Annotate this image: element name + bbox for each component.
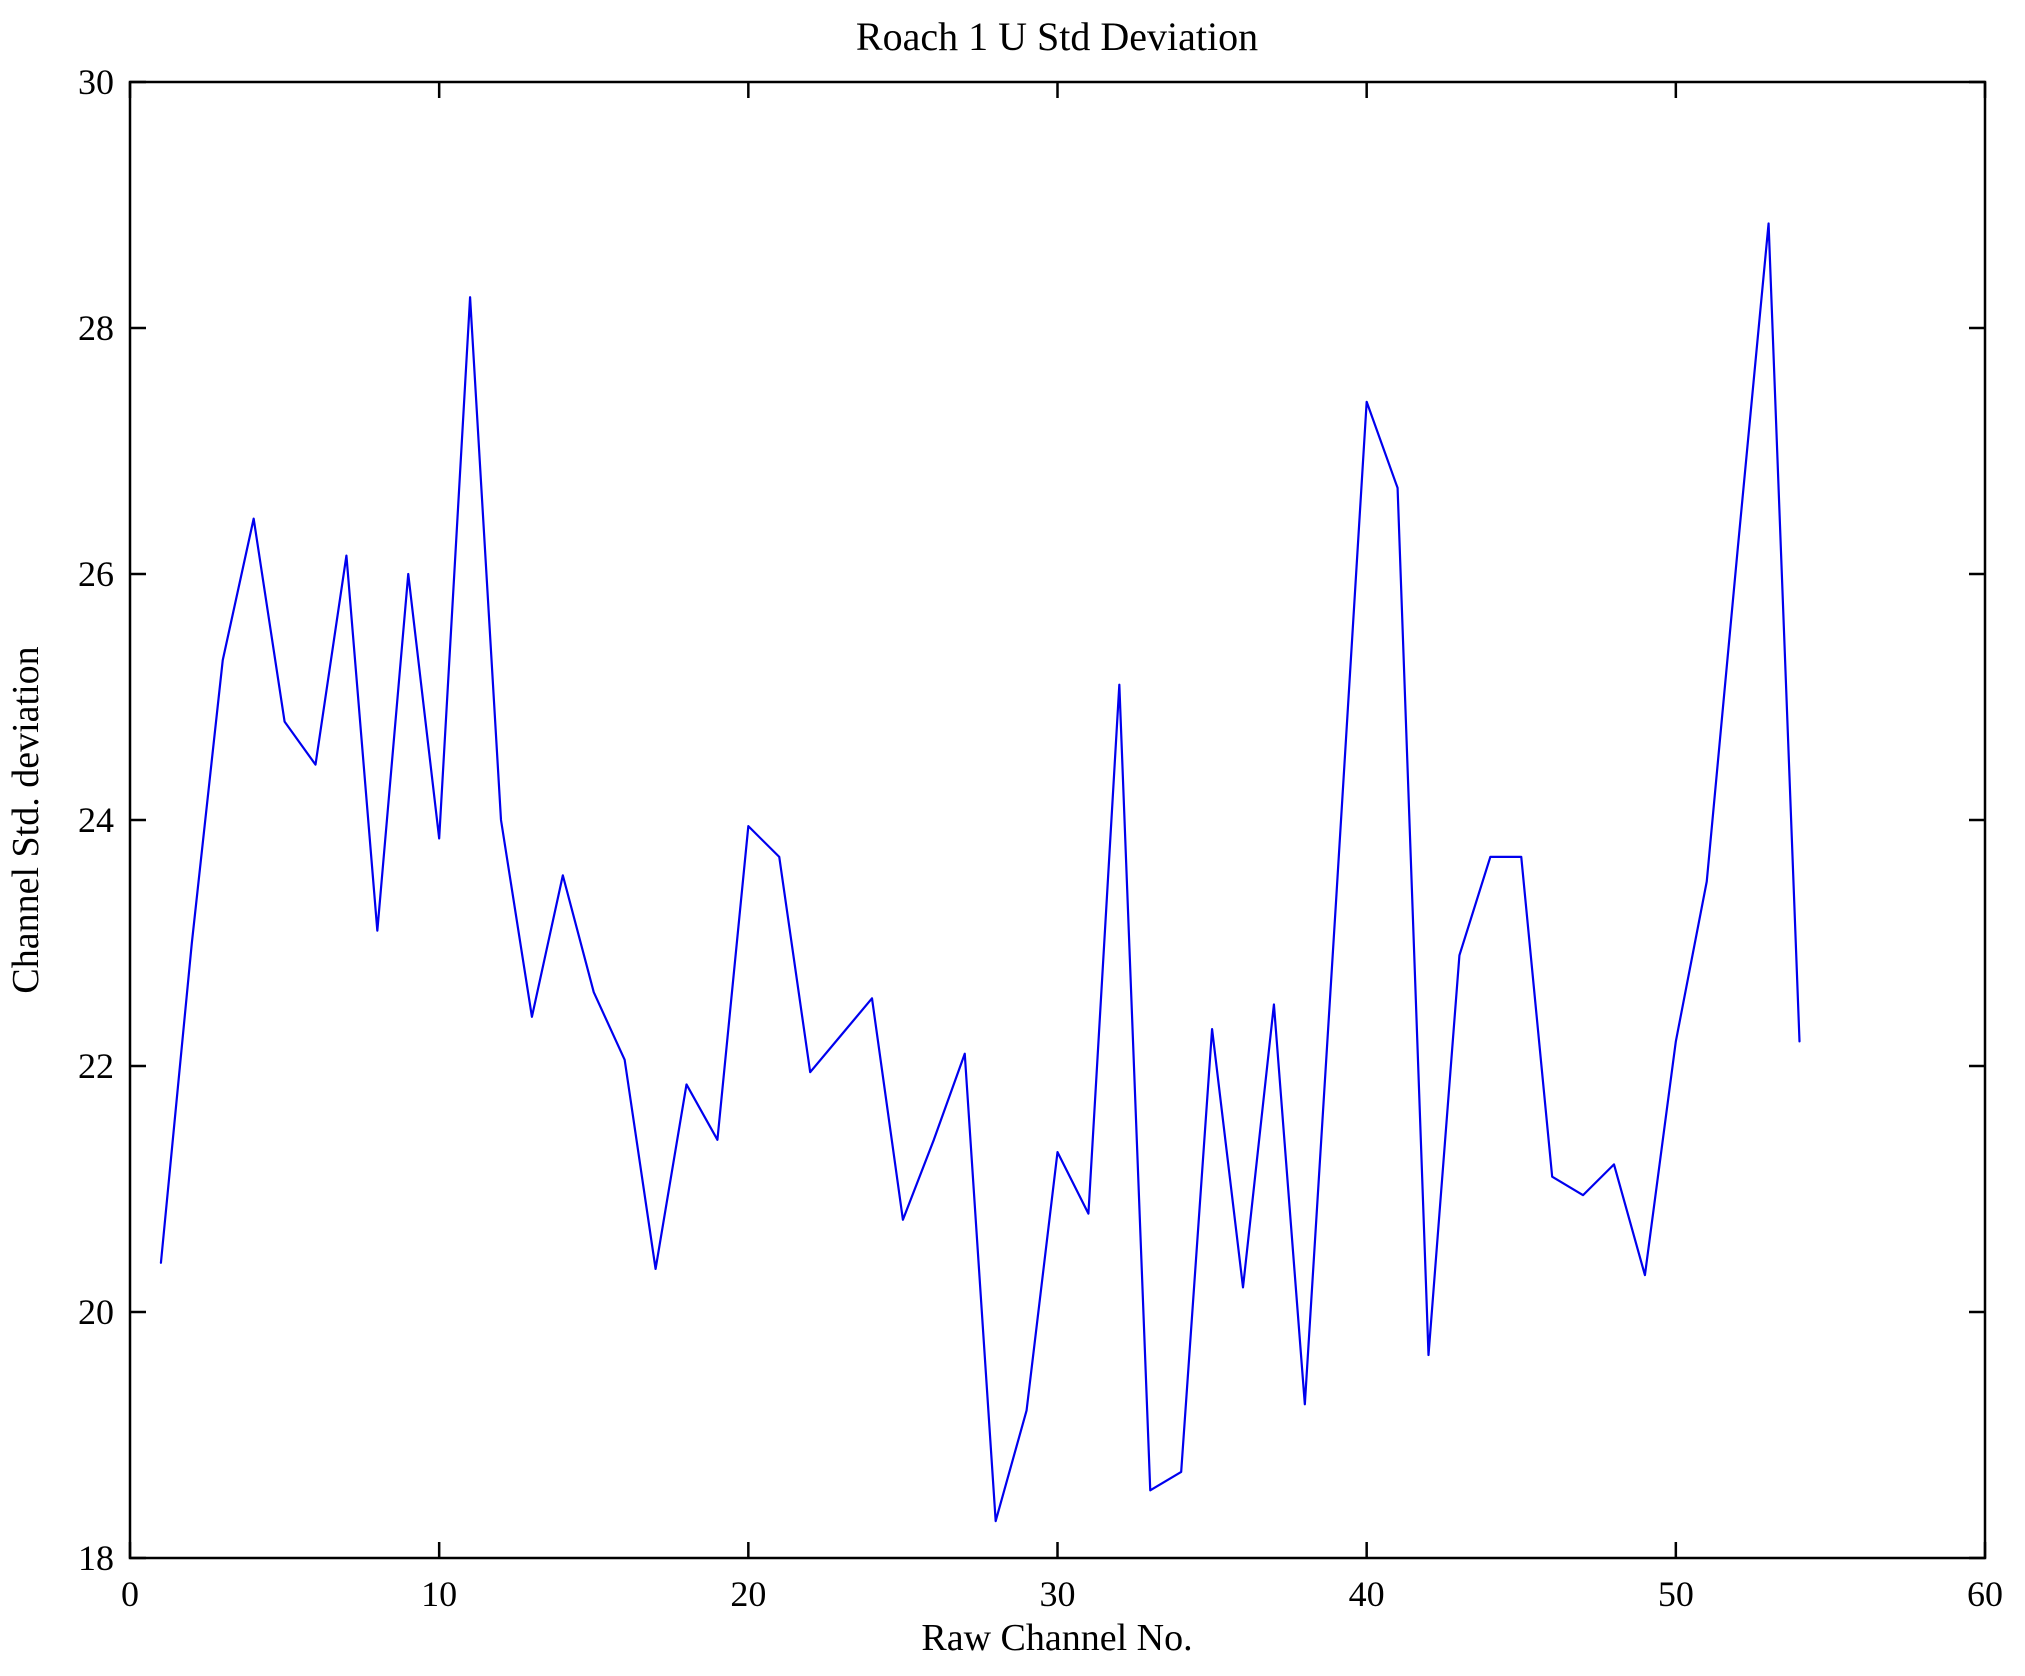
x-tick-label: 10 — [421, 1574, 457, 1614]
y-axis-label: Channel Std. deviation — [5, 646, 47, 993]
y-tick-label: 30 — [78, 62, 114, 102]
axes-box — [128, 80, 1987, 1560]
y-tick-label: 18 — [78, 1538, 114, 1578]
x-tick-label: 60 — [1967, 1574, 2003, 1614]
x-tick-label: 50 — [1658, 1574, 1694, 1614]
plot-area: 0 10 20 30 40 50 60 18 20 22 24 26 28 30 — [78, 62, 2003, 1614]
y-tick-label: 28 — [78, 308, 114, 348]
y-tick-label: 20 — [78, 1292, 114, 1332]
x-tick-label: 30 — [1040, 1574, 1076, 1614]
x-tick-label: 20 — [730, 1574, 766, 1614]
x-tick-label: 0 — [121, 1574, 139, 1614]
y-tick-label: 24 — [78, 800, 114, 840]
x-axis-label: Raw Channel No. — [921, 1617, 1192, 1659]
chart-title: Roach 1 U Std Deviation — [856, 14, 1258, 59]
x-tick-label: 40 — [1349, 1574, 1385, 1614]
data-series-line — [159, 222, 1801, 1523]
y-tick-label: 26 — [78, 554, 114, 594]
y-tick-label: 22 — [78, 1046, 114, 1086]
